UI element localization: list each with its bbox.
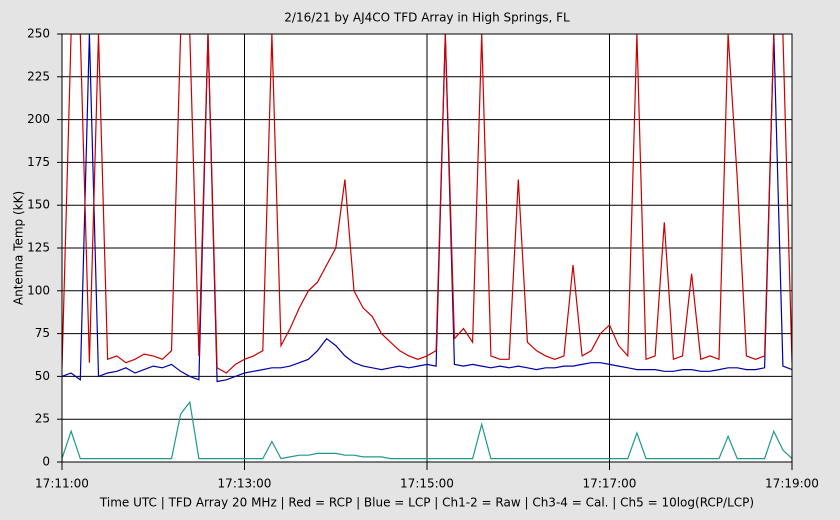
x-tick-label: 17:15:00 — [400, 477, 454, 491]
x-axis-label: Time UTC | TFD Array 20 MHz | Red = RCP … — [99, 496, 754, 510]
chart-title: 2/16/21 by AJ4CO TFD Array in High Sprin… — [284, 11, 570, 25]
plot-border — [61, 33, 793, 463]
y-tick-label: 25 — [35, 412, 50, 426]
series-line — [62, 34, 792, 374]
y-tick-label: 150 — [27, 198, 50, 212]
series-group — [62, 34, 792, 460]
x-tick-label: 17:11:00 — [35, 477, 89, 491]
y-tick-label: 50 — [35, 369, 50, 383]
y-tick-label: 250 — [27, 27, 50, 41]
y-tick-label: 175 — [27, 155, 50, 169]
y-tick-label: 0 — [42, 455, 50, 469]
y-axis-label: Antenna Temp (kK) — [12, 191, 26, 305]
x-tick-label: 17:13:00 — [218, 477, 272, 491]
y-tick-label: 100 — [27, 283, 50, 297]
y-tick-label: 75 — [35, 326, 50, 340]
y-tick-label: 200 — [27, 112, 50, 126]
series-line — [62, 400, 792, 460]
x-tick-label: 17:17:00 — [583, 477, 637, 491]
series-line — [62, 34, 792, 383]
y-tick-label: 125 — [27, 241, 50, 255]
x-tick-label: 17:19:00 — [765, 477, 819, 491]
y-tick-label: 225 — [27, 69, 50, 83]
